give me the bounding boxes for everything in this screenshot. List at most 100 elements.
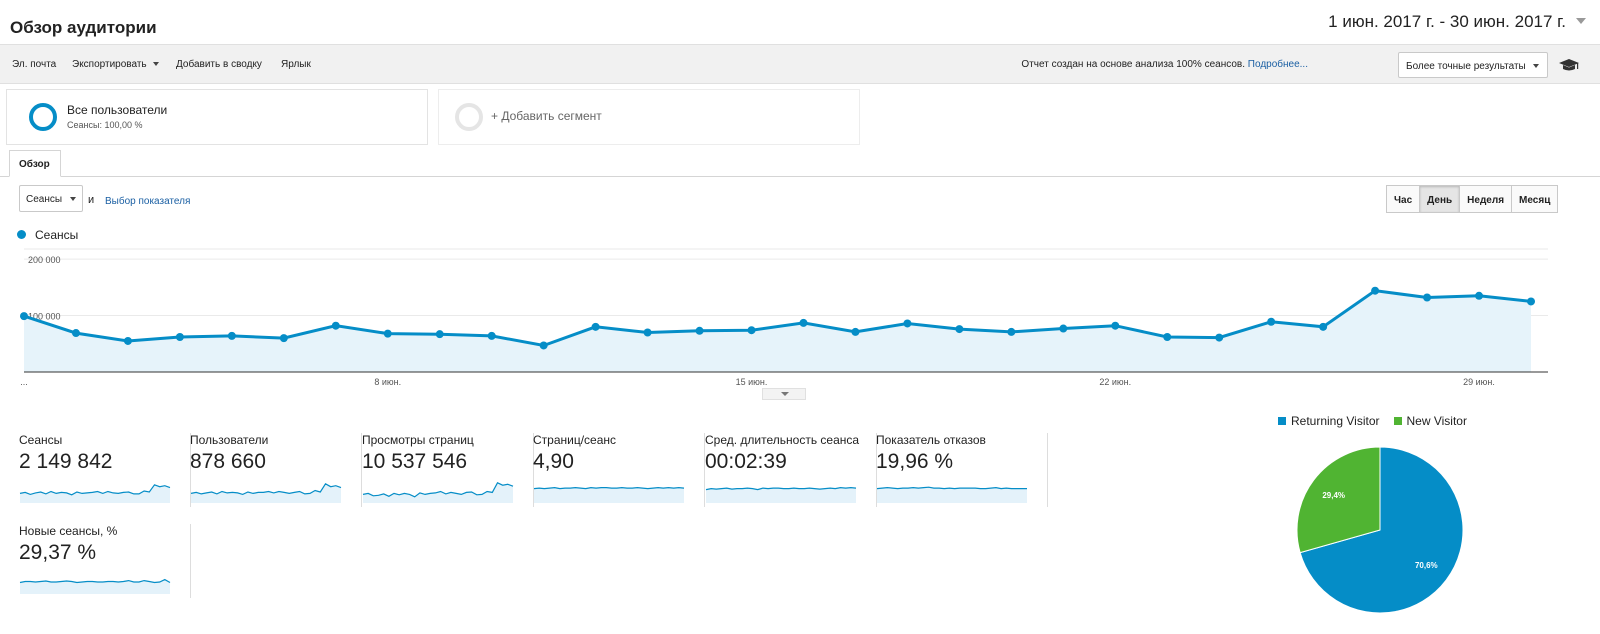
metric-value: 2 149 842	[19, 450, 113, 473]
tile-divider	[533, 433, 534, 507]
data-point[interactable]	[123, 336, 132, 345]
learn-more-link[interactable]: Подробнее...	[1247, 59, 1308, 70]
metric-select[interactable]: Сеансы	[19, 185, 83, 212]
toolbar: Эл. почта Экспортировать Добавить в свод…	[0, 44, 1600, 84]
page-title: Обзор аудитории	[10, 18, 157, 37]
shortcut-button[interactable]: Ярлык	[281, 59, 311, 70]
data-point[interactable]	[1371, 286, 1380, 295]
metric-tile[interactable]: Сред. длительность сеанса 00:02:39	[705, 433, 877, 511]
chevron-down-icon	[1533, 64, 1539, 68]
data-point[interactable]	[539, 341, 548, 350]
chevron-down-icon	[70, 197, 76, 201]
data-point[interactable]	[1267, 317, 1276, 326]
sparkline	[876, 486, 1027, 503]
data-point[interactable]	[1007, 327, 1016, 336]
legend-swatch-icon	[1393, 417, 1402, 425]
chevron-down-icon	[152, 62, 159, 67]
sparkline	[705, 486, 857, 503]
date-range-picker[interactable]: 1 июн. 2017 г. - 30 июн. 2017 г.	[1328, 12, 1566, 31]
period-button[interactable]: День	[1419, 185, 1461, 213]
data-point[interactable]	[799, 318, 808, 327]
tab-overview[interactable]: Обзор	[9, 150, 61, 177]
data-point[interactable]	[1319, 322, 1328, 331]
data-point[interactable]	[955, 325, 964, 334]
sessions-line-chart: 100 000 200 000... 8 июн. 15 июн. 22 июн. 29 …	[20, 248, 1548, 387]
period-button[interactable]: Неделя	[1459, 185, 1513, 213]
pie-legend: Returning Visitor New Visitor	[1278, 414, 1481, 428]
data-point[interactable]	[1059, 324, 1068, 333]
data-point[interactable]	[20, 312, 28, 321]
data-point[interactable]	[747, 326, 756, 335]
sparkline	[362, 482, 514, 503]
metric-tile[interactable]: Страниц/сеанс 4,90	[533, 433, 705, 511]
x-tick-label: ...	[20, 377, 28, 387]
data-point[interactable]	[695, 326, 704, 335]
add-to-dashboard-button[interactable]: Добавить в сводку	[176, 59, 262, 70]
pie-legend-label: New Visitor	[1406, 414, 1467, 428]
segment-all-users[interactable]: Все пользователи Сеансы: 100,00 %	[6, 89, 428, 145]
report-note: Отчет создан на основе анализа 100% сеан…	[1021, 59, 1308, 70]
choose-metric-link[interactable]: Выбор показателя	[105, 196, 191, 207]
tile-divider	[876, 433, 877, 507]
and-label: и	[88, 194, 95, 206]
sparkline-line	[705, 486, 857, 491]
pie-slice[interactable]	[1299, 446, 1464, 614]
data-point[interactable]	[279, 334, 288, 343]
metric-tile[interactable]: Пользователи 878 660	[190, 433, 362, 511]
metric-tile[interactable]: Сеансы 2 149 842	[19, 433, 191, 511]
data-point[interactable]	[71, 329, 80, 338]
add-segment-button[interactable]: + Добавить сегмент	[438, 89, 860, 145]
email-button[interactable]: Эл. почта	[12, 59, 57, 70]
metric-tile[interactable]: Новые сеансы, % 29,37 %	[19, 524, 191, 602]
sparkline-line	[876, 486, 1027, 490]
pie-slice-label: 70,6%	[1415, 561, 1438, 570]
metric-label: Новые сеансы, %	[19, 524, 118, 538]
data-point[interactable]	[331, 321, 340, 330]
metric-tile[interactable]: Показатель отказов 19,96 %	[876, 433, 1048, 511]
chart-collapse-handle[interactable]	[762, 388, 806, 400]
data-point[interactable]	[1527, 297, 1535, 306]
metric-value: 19,96 %	[876, 450, 954, 473]
tile-divider	[1047, 433, 1048, 507]
graduation-cap-icon[interactable]	[1558, 57, 1580, 73]
period-button[interactable]: Час	[1386, 185, 1421, 213]
data-point[interactable]	[643, 328, 652, 337]
sparkline	[19, 578, 171, 594]
sparkline-line	[19, 578, 171, 584]
tile-divider	[190, 524, 191, 598]
data-point[interactable]	[851, 327, 860, 336]
data-point[interactable]	[903, 319, 912, 328]
data-point[interactable]	[1423, 293, 1432, 302]
pie-legend-label: Returning Visitor	[1291, 414, 1380, 428]
data-point[interactable]	[591, 322, 600, 331]
data-point[interactable]	[1163, 333, 1172, 342]
pie-slice[interactable]	[1296, 446, 1381, 554]
metric-value: 29,37 %	[19, 541, 97, 564]
data-point[interactable]	[1215, 333, 1224, 342]
precision-select-value: Более точные результаты	[1406, 61, 1526, 72]
precision-select[interactable]: Более точные результаты	[1398, 52, 1548, 78]
data-point[interactable]	[175, 333, 184, 342]
sparkline-area	[20, 484, 170, 503]
data-point[interactable]	[383, 329, 392, 338]
tile-divider	[190, 433, 191, 507]
data-point[interactable]	[227, 331, 236, 340]
data-point[interactable]	[487, 331, 496, 340]
legend-dot-icon	[17, 230, 26, 239]
export-button[interactable]: Экспортировать	[72, 59, 159, 70]
chevron-down-icon[interactable]	[1576, 18, 1586, 24]
period-button[interactable]: Месяц	[1511, 185, 1559, 213]
data-point[interactable]	[1475, 291, 1484, 300]
pie-legend-item: Returning Visitor	[1278, 414, 1380, 428]
sparkline-area	[534, 487, 684, 503]
y-tick-label: 100 000	[28, 312, 61, 322]
metric-label: Пользователи	[190, 433, 269, 447]
segment-name: Все пользователи	[67, 103, 168, 117]
data-point[interactable]	[435, 330, 444, 339]
metric-tile[interactable]: Просмотры страниц 10 537 546	[362, 433, 534, 511]
data-point[interactable]	[1111, 321, 1120, 330]
legend-swatch-icon	[1278, 417, 1286, 425]
sparkline-line	[362, 482, 514, 498]
metric-select-value: Сеансы	[26, 194, 63, 205]
segment-ring-icon	[29, 103, 57, 131]
